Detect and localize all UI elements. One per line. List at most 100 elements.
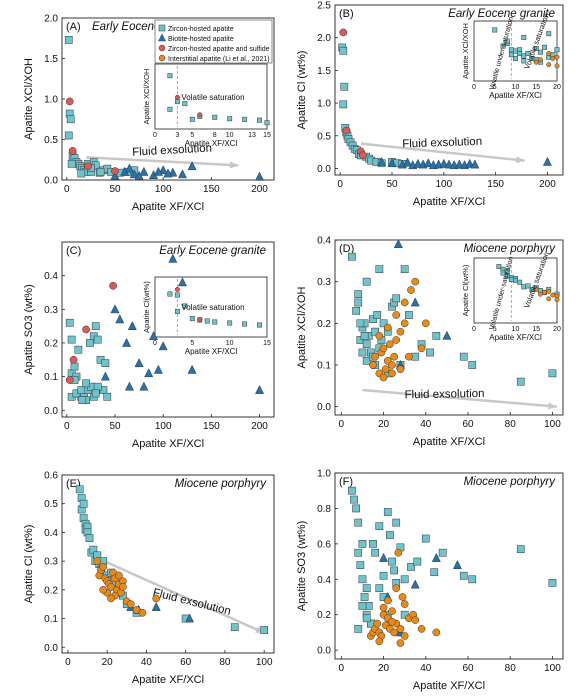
panel-title: Miocene porphyry (464, 243, 557, 255)
inset-x-tick: 0 (472, 84, 476, 91)
data-point (542, 156, 552, 166)
data-point (153, 166, 163, 176)
data-point (93, 335, 102, 344)
arrow-head (548, 402, 557, 410)
x-axis-label: Apatite XF/XCl (132, 438, 204, 450)
data-point (64, 131, 73, 140)
data-point (377, 156, 387, 166)
inset-data-point (521, 284, 527, 290)
inset-x-tick: 3 (175, 132, 179, 139)
data-point (99, 585, 108, 594)
data-point (356, 561, 365, 569)
data-point (82, 325, 90, 334)
inset-data-point (504, 38, 510, 44)
x-tick-label: 0 (64, 421, 70, 432)
inset-frame (154, 63, 268, 130)
data-point (405, 352, 413, 361)
y-tick-label: 0.0 (317, 402, 331, 413)
legend: Zircon-hosted apatite Biotite-hosted apat… (154, 19, 273, 64)
data-point (103, 392, 112, 401)
y-tick-label: 1.5 (317, 66, 331, 77)
panel-label: (C) (66, 245, 81, 257)
legend-marker (158, 24, 166, 32)
x-tick-label: 200 (539, 179, 556, 190)
inset-data-point (212, 114, 218, 120)
data-point (396, 365, 405, 374)
panel-title: Early Eocene granite (159, 245, 266, 257)
inset-data-point (537, 57, 543, 63)
inset-x-tick: 10 (512, 84, 520, 91)
data-point (339, 100, 348, 109)
inset-x-tick: 0 (153, 132, 157, 139)
panel-title: Early Eocene granite (448, 8, 555, 20)
data-point (77, 386, 86, 394)
data-point (79, 499, 88, 508)
data-point (66, 115, 75, 124)
inset-data-point (174, 99, 180, 105)
panel-label: (D) (339, 243, 354, 255)
x-tick-label: 150 (203, 421, 220, 432)
x-axis-label: Apatite XF/XCl (132, 201, 204, 213)
x-tick-label: 200 (251, 184, 268, 195)
inset-x-tick: 5 (493, 326, 497, 333)
data-point (111, 167, 119, 175)
inset-x-tick: 10 (226, 340, 234, 347)
y-tick-label: 0.0 (44, 176, 58, 187)
data-point (396, 327, 405, 336)
x-tick-label: 100 (155, 184, 172, 195)
x-axis-label: Apatite XF/XCl (413, 436, 485, 448)
inset-y-label: Apatite XCl/XOH (142, 69, 151, 125)
data-point (255, 171, 265, 181)
inset-data-point (212, 319, 218, 325)
inset-x-tick: 15 (532, 84, 540, 91)
data-point (139, 166, 149, 176)
x-tick-label: 100 (256, 657, 273, 668)
data-point (516, 377, 525, 386)
data-point (388, 361, 396, 369)
data-point (86, 339, 94, 347)
data-point (158, 165, 168, 175)
x-tick-label: 40 (141, 657, 153, 668)
x-tick-label: 100 (435, 179, 452, 190)
data-point (379, 373, 388, 382)
data-point (371, 548, 379, 557)
inset-data-point (521, 53, 527, 59)
y-tick-label: 0.4 (44, 271, 58, 282)
legend-box (154, 19, 273, 64)
y-tick-label: 0.2 (317, 610, 331, 621)
x-tick-label: 0 (339, 663, 345, 674)
data-point (465, 158, 475, 168)
inset-data-point (182, 101, 188, 107)
data-point (85, 534, 94, 543)
inset-data-point (264, 120, 270, 126)
fluid-exsolution-label: Fluid exsolution (402, 136, 482, 151)
inset-x-tick: 5 (190, 132, 194, 139)
data-point (400, 298, 409, 307)
panel-label: (F) (339, 476, 353, 488)
data-point (110, 304, 120, 314)
legend-marker (158, 33, 166, 42)
inset-data-point (546, 296, 552, 302)
data-point (356, 319, 365, 328)
data-point (386, 340, 394, 349)
legend-label: Zircon-hosted apatite and sulfide (168, 46, 270, 53)
data-point (439, 158, 449, 168)
inset-x-tick: 5 (190, 340, 194, 347)
inset-data-point (242, 116, 248, 122)
inset-data-point (182, 303, 188, 309)
data-point (381, 365, 390, 374)
x-tick-label: 80 (219, 657, 231, 668)
inset-chart: 0 5 10 15 Apatite XF/XCl Apatite Cl(wt%) Volat… (142, 276, 271, 356)
inset-data-point (517, 51, 523, 56)
data-point (362, 614, 371, 623)
data-point (65, 318, 74, 327)
data-point (354, 298, 363, 307)
y-axis-label: Apatite XCl/XOH (23, 58, 35, 140)
inset-x-label: Apatite XF/XCl (185, 139, 238, 148)
y-axis-label: Apatite Cl (wt%) (296, 51, 308, 130)
fluid-exsolution-arrow (86, 156, 239, 167)
data-point (348, 486, 356, 495)
y-tick-label: 2.5 (317, 1, 331, 12)
y-axis-label: Apatite SO3 (wt%) (23, 284, 35, 374)
